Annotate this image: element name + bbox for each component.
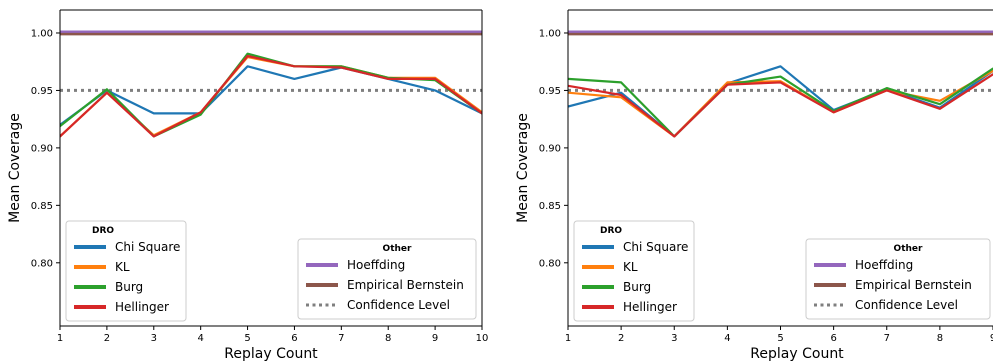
series-line-burg <box>60 52 482 138</box>
x-tick-label: 2 <box>104 333 110 344</box>
x-tick-label: 1 <box>57 333 63 344</box>
legend-label: Hoeffding <box>347 258 405 272</box>
legend-title: DRO <box>600 226 622 236</box>
legend-label: Chi Square <box>623 240 688 254</box>
legend-box <box>805 238 991 320</box>
series-lines <box>60 30 482 138</box>
x-tick-label: 6 <box>291 333 297 344</box>
x-tick-label: 2 <box>618 333 624 344</box>
series-line-hellinger <box>60 54 482 138</box>
series-lines <box>568 30 993 138</box>
x-tick-label: 3 <box>671 333 677 344</box>
series-line-burg <box>568 67 993 138</box>
y-tick-label: 0.95 <box>539 86 561 97</box>
legend-label: Hellinger <box>115 300 169 314</box>
x-tick-label: 10 <box>476 333 489 344</box>
axes-frame <box>59 9 483 327</box>
legend-title: DRO <box>92 226 114 236</box>
x-axis-label: Replay Count <box>750 346 844 362</box>
legend-label: Hoeffding <box>855 258 913 272</box>
x-tick-label: 4 <box>724 333 730 344</box>
legend-label: KL <box>115 260 130 274</box>
legend-label: Hellinger <box>623 300 677 314</box>
y-axis-label: Mean Coverage <box>515 113 531 223</box>
y-tick-label: 0.80 <box>539 258 561 269</box>
y-tick-label: 0.80 <box>31 258 53 269</box>
series-line-chi-square <box>60 65 482 127</box>
y-tick-label: 1.00 <box>31 28 53 39</box>
x-tick-label: 4 <box>197 333 203 344</box>
legend-label: Burg <box>623 280 651 294</box>
x-tick-label: 6 <box>830 333 836 344</box>
legend-label: KL <box>623 260 638 274</box>
series-line-kl <box>60 55 482 138</box>
chart-panel-1: 1 2 3 4 5 6 7 8 9 10 0.80 0.85 0.90 0.95 1.00 Replay Co… <box>7 9 489 362</box>
y-tick-label: 0.95 <box>31 86 53 97</box>
x-tick-label: 7 <box>884 333 890 344</box>
legend-label: Chi Square <box>115 240 180 254</box>
y-tick-label: 1.00 <box>539 28 561 39</box>
legend-label: Burg <box>115 280 143 294</box>
legend-other: Other Hoeffding Empirical Bernstein Confide… <box>297 238 477 320</box>
chart-panel-2: 1 2 3 4 5 6 7 8 9 0.80 0.85 0.90 0.95 1.00 Replay Coun… <box>515 9 993 362</box>
y-axis-label: Mean Coverage <box>7 113 23 223</box>
legend-box <box>297 238 477 320</box>
legend-label: Empirical Bernstein <box>347 278 464 292</box>
legend-title: Other <box>894 244 923 254</box>
y-tick-label: 0.85 <box>539 201 561 212</box>
x-tick-label: 5 <box>244 333 250 344</box>
legend-label: Empirical Bernstein <box>855 278 972 292</box>
series-line-hellinger <box>568 73 993 138</box>
x-tick-label: 9 <box>432 333 438 344</box>
y-tick-label: 0.85 <box>31 201 53 212</box>
series-line-kl <box>568 69 993 138</box>
legend-label: Confidence Level <box>347 298 450 312</box>
y-tick-label: 0.90 <box>539 143 561 154</box>
x-tick-label: 5 <box>777 333 783 344</box>
x-tick-label: 8 <box>937 333 943 344</box>
y-tick-label: 0.90 <box>31 143 53 154</box>
x-axis-label: Replay Count <box>224 346 318 362</box>
legend-title: Other <box>383 244 412 254</box>
legend-label: Confidence Level <box>855 298 958 312</box>
legend-other: Other Hoeffding Empirical Bernstein Confide… <box>805 238 991 320</box>
x-tick-label: 9 <box>990 333 993 344</box>
x-tick-label: 1 <box>565 333 571 344</box>
x-tick-label: 8 <box>385 333 391 344</box>
x-tick-label: 7 <box>338 333 344 344</box>
x-tick-label: 3 <box>151 333 157 344</box>
